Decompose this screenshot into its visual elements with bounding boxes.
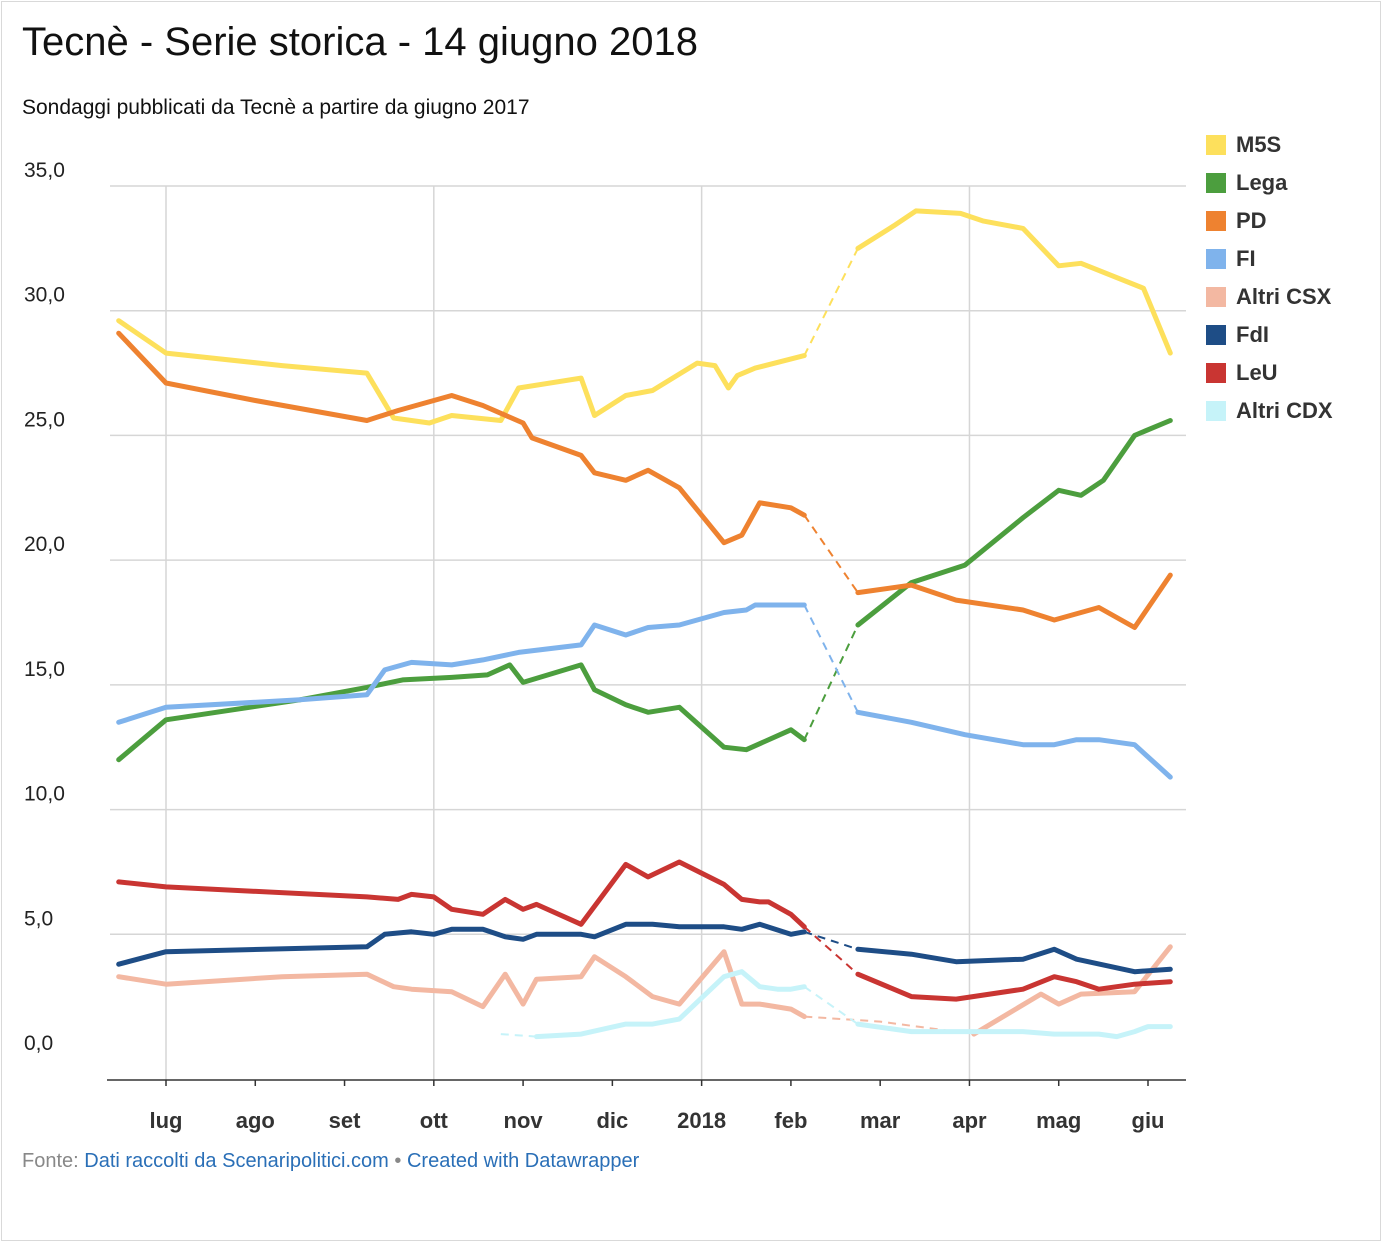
legend-label-altri-csx: Altri CSX: [1236, 284, 1332, 309]
legend-swatch-altri-csx: [1206, 287, 1226, 307]
x-tick-label-9: apr: [952, 1108, 987, 1133]
y-tick-label-4: 20,0: [24, 533, 65, 556]
legend-swatch-lega: [1206, 173, 1226, 193]
footer-separator: •: [394, 1150, 402, 1172]
series-leu-dashed-bridge: [803, 926, 859, 975]
series-altri-cdx-dashed-bridge: [803, 985, 859, 1025]
series-altri-csx-line-a: [116, 949, 807, 1020]
footer-prefix: Fonte:: [22, 1150, 79, 1172]
series-fdi: [116, 921, 1173, 975]
series-layer: [116, 208, 1173, 1040]
series-pd: [116, 330, 1173, 630]
legend-swatch-fdi: [1206, 325, 1226, 345]
legend-label-lega: Lega: [1236, 170, 1288, 195]
series-fi-dashed-bridge: [803, 604, 859, 713]
legend-label-leu: LeU: [1236, 360, 1278, 385]
chart-subtitle: Sondaggi pubblicati da Tecnè a partire d…: [22, 96, 530, 119]
x-tick-label-8: mar: [860, 1108, 901, 1133]
series-lega-line-a: [116, 662, 807, 763]
series-lega: [116, 418, 1173, 763]
series-fi-line-b: [855, 709, 1173, 780]
series-altri-csx-dashed-bridge: [804, 1015, 975, 1036]
series-pd-dashed-bridge: [803, 514, 859, 594]
x-tick-label-0: lug: [150, 1108, 183, 1133]
y-tick-label-0: 0,0: [24, 1032, 53, 1055]
series-fdi-line-b: [855, 946, 1173, 975]
legend-item-altri-csx: Altri CSX: [1206, 278, 1333, 316]
x-tick-label-4: nov: [504, 1108, 544, 1133]
legend-swatch-pd: [1206, 211, 1226, 231]
series-fi: [116, 602, 1173, 780]
y-tick-label-1: 5,0: [24, 907, 53, 930]
series-lega-dashed-bridge: [803, 624, 859, 741]
legend-label-fi: FI: [1236, 246, 1256, 271]
series-m5s: [116, 208, 1173, 426]
legend-item-m5s: M5S: [1206, 126, 1333, 164]
series-m5s-line-a: [116, 318, 807, 426]
chart-title: Tecnè - Serie storica - 14 giugno 2018: [22, 20, 698, 64]
series-altri-cdx-dashed-start: [500, 1033, 537, 1038]
source-link[interactable]: Dati raccolti da Scenaripolitici.com: [84, 1150, 389, 1172]
footer: Fonte: Dati raccolti da Scenaripolitici.…: [22, 1150, 639, 1173]
series-m5s-dashed-bridge: [803, 247, 859, 357]
legend-item-leu: LeU: [1206, 354, 1333, 392]
legend-item-fdi: FdI: [1206, 316, 1333, 354]
legend-label-m5s: M5S: [1236, 132, 1282, 157]
x-tick-label-3: ott: [420, 1108, 449, 1133]
legend-swatch-leu: [1206, 363, 1226, 383]
series-fdi-line-a: [116, 921, 807, 967]
y-tick-label-6: 30,0: [24, 284, 65, 307]
y-tick-label-7: 35,0: [24, 159, 65, 182]
series-altri-cdx-line-a: [534, 969, 807, 1040]
y-tick-label-5: 25,0: [24, 408, 65, 431]
series-fi-line-a: [116, 602, 807, 725]
x-tick-label-7: feb: [774, 1108, 807, 1133]
legend-label-fdi: FdI: [1236, 322, 1269, 347]
legend-label-altri-cdx: Altri CDX: [1236, 398, 1333, 423]
series-altri-cdx-line-b: [855, 1021, 1173, 1040]
series-leu-line-b: [855, 971, 1173, 1002]
y-tick-label-2: 10,0: [24, 783, 65, 806]
legend-label-pd: PD: [1236, 208, 1267, 233]
axis-layer: 0,0 5,0 10,0 15,0 20,0 25,0 30,0 35,0 lug ago set o…: [24, 159, 1186, 1133]
datawrapper-link[interactable]: Created with Datawrapper: [406, 1150, 640, 1172]
series-leu: [116, 859, 1173, 1002]
series-pd-line-a: [116, 330, 807, 546]
legend-item-lega: Lega: [1206, 164, 1333, 202]
legend-swatch-fi: [1206, 249, 1226, 269]
series-m5s-line-b: [855, 208, 1173, 356]
legend-item-altri-cdx: Altri CDX: [1206, 392, 1333, 430]
x-tick-label-5: dic: [596, 1108, 628, 1133]
legend-item-fi: FI: [1206, 240, 1333, 278]
x-tick-label-6: 2018: [677, 1108, 726, 1133]
grid-layer: [110, 185, 1186, 1080]
series-fdi-dashed-bridge: [803, 930, 859, 951]
x-tick-label-1: ago: [236, 1108, 275, 1133]
series-leu-line-a: [116, 859, 807, 930]
legend-swatch-altri-cdx: [1206, 401, 1226, 421]
series-lega-line-b: [855, 418, 1173, 628]
series-pd-line-b: [855, 572, 1173, 630]
x-tick-label-10: mag: [1036, 1108, 1081, 1133]
legend-swatch-m5s: [1206, 135, 1226, 155]
series-altri-cdx: [500, 969, 1173, 1040]
x-tick-label-11: giu: [1132, 1108, 1165, 1133]
y-tick-label-3: 15,0: [24, 658, 65, 681]
legend: M5S Lega PD FI Altri CSX FdI LeU Altri CDX: [1206, 126, 1333, 430]
legend-item-pd: PD: [1206, 202, 1333, 240]
x-tick-label-2: set: [329, 1108, 361, 1133]
